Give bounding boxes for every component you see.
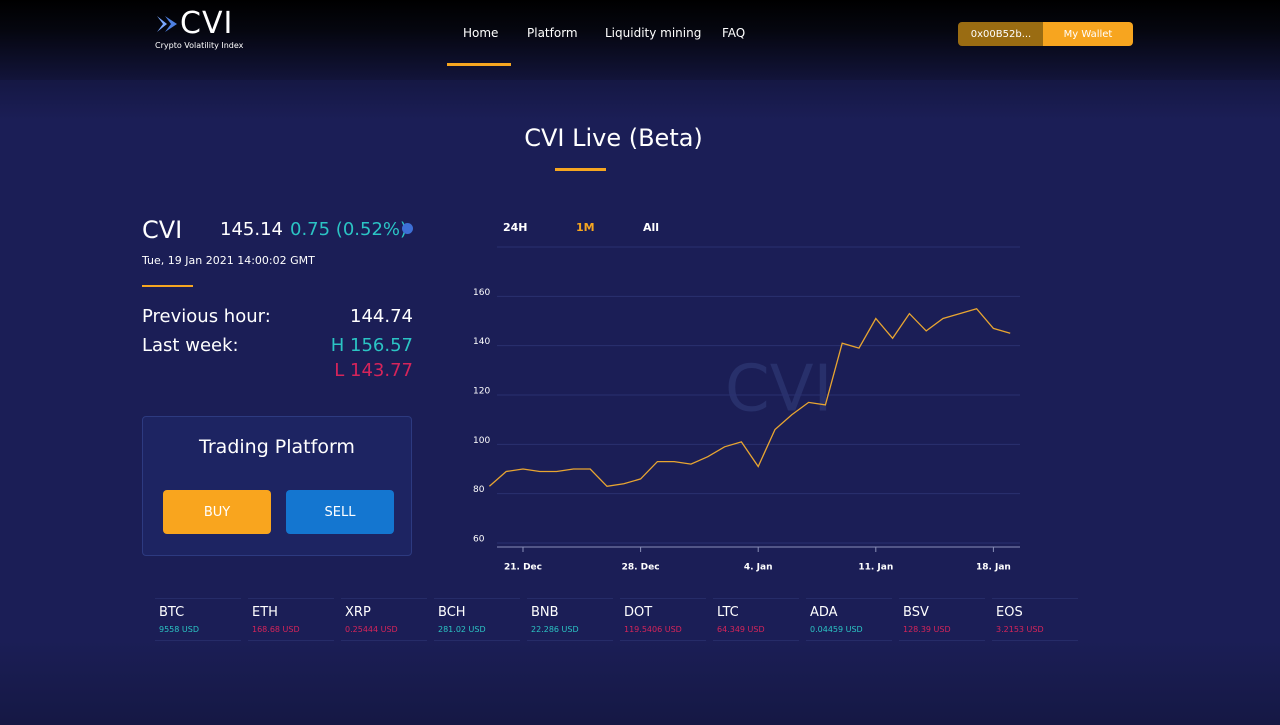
ticker-cell: [248, 598, 334, 641]
nav-link[interactable]: FAQ: [722, 26, 746, 40]
ticker-symbol: BNB: [531, 605, 559, 620]
ticker-price: 22.286 USD: [531, 625, 579, 634]
last-week-high: H 156.57: [330, 335, 413, 356]
index-name: CVI: [142, 216, 183, 244]
x-tick-label: 11. Jan: [858, 563, 893, 573]
ticker-cell: [341, 598, 427, 641]
watermark: CVI: [725, 353, 832, 427]
index-value: 145.14: [220, 219, 283, 240]
sell-button[interactable]: SELL: [286, 490, 394, 534]
timestamp: Tue, 19 Jan 2021 14:00:02 GMT: [142, 254, 315, 267]
nav-link[interactable]: Liquidity mining: [605, 26, 702, 40]
buy-button[interactable]: BUY: [163, 490, 271, 534]
ticker-cell: [155, 598, 241, 641]
ticker-price: 9558 USD: [159, 625, 199, 634]
last-week-low: L 143.77: [334, 360, 413, 381]
range-tab[interactable]: All: [643, 221, 659, 234]
x-tick-label: 18. Jan: [976, 563, 1011, 573]
ticker-price: 168.68 USD: [252, 625, 300, 634]
ticker-cell: [992, 598, 1078, 641]
x-tick-label: 4. Jan: [744, 563, 773, 573]
cvi-line: [488, 307, 1011, 487]
logo-subtitle: Crypto Volatility Index: [155, 41, 244, 50]
range-tab[interactable]: 24H: [503, 221, 528, 234]
nav-link[interactable]: Platform: [527, 26, 578, 40]
previous-hour-value: 144.74: [350, 306, 413, 327]
ticker-cell: [620, 598, 706, 641]
previous-hour-label: Previous hour:: [142, 306, 271, 327]
ticker-price: 281.02 USD: [438, 625, 486, 634]
range-tab[interactable]: 1M: [576, 221, 595, 234]
logo-icon: [157, 16, 177, 32]
last-week-label: Last week:: [142, 335, 239, 356]
x-tick-label: 28. Dec: [622, 563, 660, 573]
ticker-price: 119.5406 USD: [624, 625, 682, 634]
y-tick-label: 120: [473, 387, 490, 397]
ticker-symbol: XRP: [345, 605, 371, 620]
divider: [142, 285, 193, 287]
y-tick-label: 100: [473, 436, 490, 446]
x-tick-label: 21. Dec: [504, 563, 542, 573]
trading-title: Trading Platform: [199, 436, 355, 458]
wallet-button[interactable]: My Wallet: [1043, 22, 1133, 46]
y-tick-label: 160: [473, 288, 490, 298]
nav-link[interactable]: Home: [463, 26, 499, 40]
ticker-price: 0.04459 USD: [810, 625, 863, 634]
ticker-symbol: LTC: [717, 605, 739, 620]
ticker-cell: [713, 598, 799, 641]
y-tick-label: 80: [473, 485, 485, 495]
ticker-cell: [434, 598, 520, 641]
title-underline: [555, 168, 606, 171]
ticker-symbol: BTC: [159, 605, 185, 620]
index-change: 0.75 (0.52%): [290, 219, 408, 240]
ticker-symbol: DOT: [624, 605, 653, 620]
y-tick-label: 60: [473, 535, 485, 545]
page-title: CVI Live (Beta): [524, 124, 703, 152]
nav-underline: [447, 63, 511, 66]
ticker-price: 128.39 USD: [903, 625, 951, 634]
ticker-price: 3.2153 USD: [996, 625, 1044, 634]
logo[interactable]: CVI: [180, 6, 234, 41]
ticker-price: 0.25444 USD: [345, 625, 398, 634]
ticker-price: 64.349 USD: [717, 625, 765, 634]
ticker-cell: [806, 598, 892, 641]
wallet-address: 0x00B52b...: [958, 22, 1044, 46]
info-icon[interactable]: [402, 223, 413, 234]
ticker-symbol: BCH: [438, 605, 466, 620]
ticker-symbol: EOS: [996, 605, 1023, 620]
ticker-cell: [899, 598, 985, 641]
ticker-symbol: ETH: [252, 605, 278, 620]
ticker-cell: [527, 598, 613, 641]
ticker-symbol: ADA: [810, 605, 838, 620]
ticker-symbol: BSV: [903, 605, 929, 620]
y-tick-label: 140: [473, 337, 490, 347]
